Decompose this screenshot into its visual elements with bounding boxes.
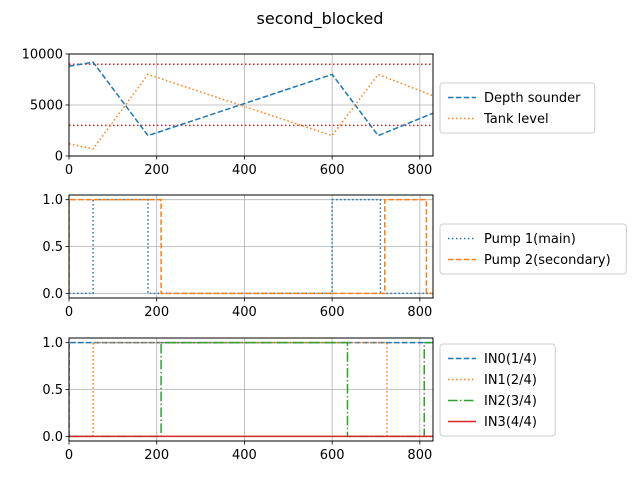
y-tick-label: 0.0	[42, 430, 63, 445]
legend-label: Pump 1(main)	[484, 232, 576, 247]
series-line-pump-2-secondary	[69, 198, 433, 295]
legend-label: Tank level	[483, 112, 549, 127]
legend-box	[439, 82, 596, 134]
x-tick-label: 200	[144, 305, 169, 320]
y-tick-label: 0	[55, 150, 63, 165]
y-tick-label: 0.0	[42, 287, 63, 302]
legend-label: IN0(1/4)	[484, 352, 537, 367]
x-tick-label: 800	[407, 448, 432, 463]
series-line-tank-level	[69, 73, 433, 150]
plot-area	[69, 341, 433, 438]
chart-panel-2: 0 200 400 600 800 0.0 0.5 1.0 Pump 1(main) Pump 2…	[42, 193, 627, 320]
chart-panel-3: 0 200 400 600 8000.00.51.0IN0(1/4)IN1(2/4)IN…	[42, 336, 556, 463]
x-tick-label: 600	[320, 448, 345, 463]
legend-label: IN3(4/4)	[484, 415, 537, 430]
chart-panels: 0 200 400 600 800 0 5000 10000 Depth sounder Tank…	[22, 48, 627, 463]
x-tick-label: 400	[232, 448, 257, 463]
x-tick-label: 800	[407, 305, 432, 320]
x-tick-label: 600	[320, 305, 345, 320]
x-tick-label: 200	[144, 163, 169, 178]
x-tick-label: 400	[232, 305, 257, 320]
series-line-depth-sounder	[69, 61, 433, 137]
x-tick-label: 800	[407, 163, 432, 178]
y-tick-label: 1.0	[42, 336, 63, 351]
x-tick-label: 600	[320, 163, 345, 178]
legend-label: IN2(3/4)	[484, 394, 537, 409]
legend: Depth sounder Tank level	[439, 82, 596, 134]
x-tick-label: 400	[232, 163, 257, 178]
x-tick-label: 0	[65, 163, 73, 178]
x-tick-label: 0	[65, 305, 73, 320]
legend-label: IN1(2/4)	[484, 373, 537, 388]
legend-label: Pump 2(secondary)	[484, 253, 611, 268]
legend: IN0(1/4) IN1(2/4) IN2(3/4) IN3(4/4)	[439, 343, 556, 437]
y-tick-label: 1.0	[42, 193, 63, 208]
plot-area	[69, 61, 433, 150]
legend: Pump 1(main) Pump 2(secondary)	[439, 223, 627, 275]
legend-box	[439, 343, 556, 437]
legend-label: Depth sounder	[484, 91, 581, 106]
plot-area	[69, 198, 433, 295]
series-line-in2-3-4	[69, 341, 433, 438]
y-tick-label: 5000	[30, 99, 63, 114]
figure-title: second_blocked	[257, 9, 384, 29]
x-tick-label: 200	[144, 448, 169, 463]
y-tick-label: 0.5	[42, 383, 63, 398]
x-tick-label: 0	[65, 448, 73, 463]
chart-panel-1: 0 200 400 600 800 0 5000 10000 Depth sounder Tank…	[22, 48, 596, 178]
legend-box	[439, 223, 627, 275]
y-tick-label: 10000	[22, 48, 63, 63]
y-tick-label: 0.5	[42, 240, 63, 255]
